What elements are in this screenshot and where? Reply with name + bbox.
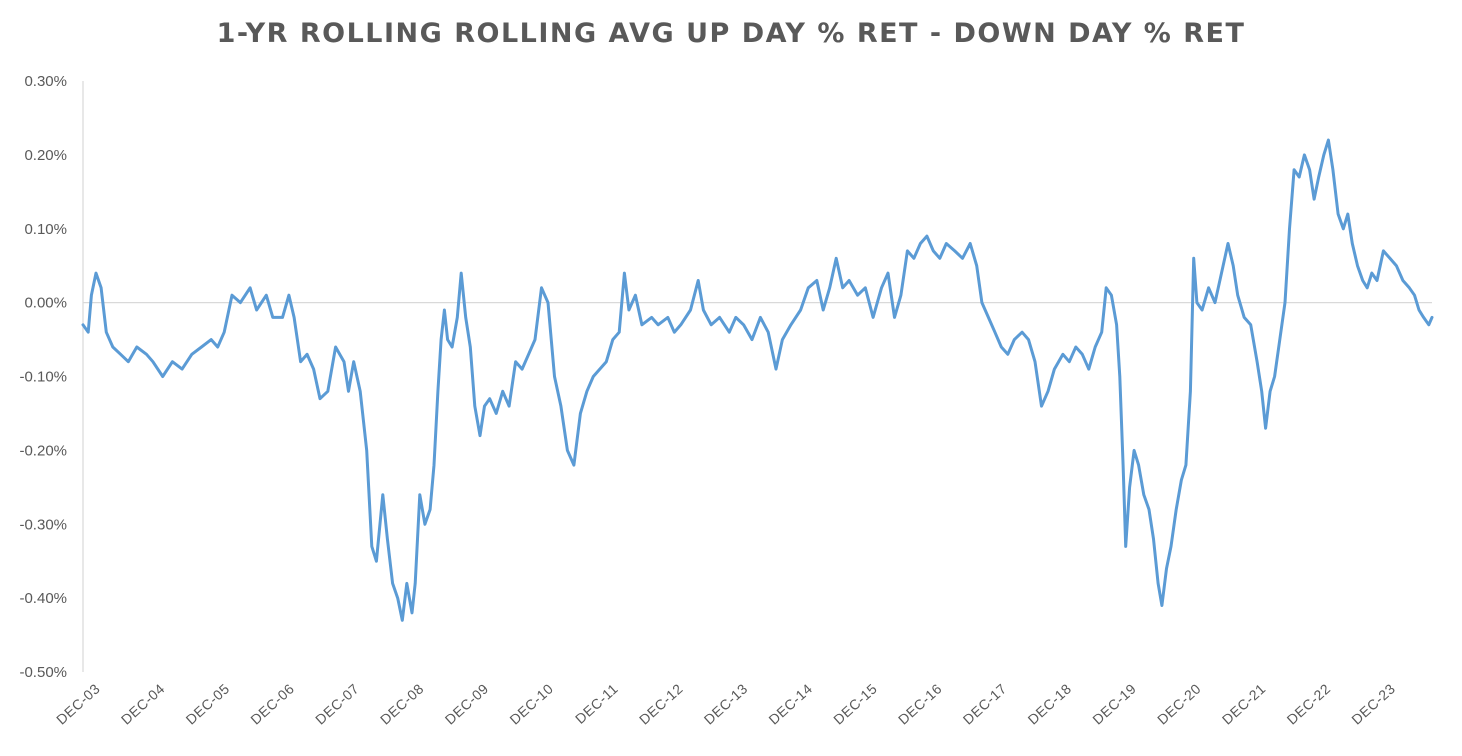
x-tick-label: DEC-20	[1154, 680, 1204, 727]
y-tick-label: -0.20%	[19, 442, 67, 459]
x-tick-label: DEC-14	[765, 680, 815, 727]
x-tick-label: DEC-21	[1219, 680, 1269, 727]
x-tick-label: DEC-05	[183, 680, 233, 727]
x-tick-label: DEC-17	[960, 680, 1010, 727]
y-tick-label: -0.10%	[19, 369, 67, 386]
y-tick-label: 0.00%	[24, 295, 67, 312]
y-tick-label: -0.30%	[19, 516, 67, 533]
x-tick-label: DEC-06	[247, 680, 297, 727]
x-tick-label: DEC-09	[442, 680, 492, 727]
y-axis: 0.30% 0.20% 0.10% 0.00% -0.10% -0.20% -0.30% -0…	[19, 73, 1432, 681]
series-line-0	[81, 138, 1434, 622]
x-tick-label: DEC-23	[1348, 680, 1398, 727]
y-tick-label: 0.30%	[24, 73, 67, 90]
y-tick-label: -0.40%	[19, 590, 67, 607]
series-group	[81, 138, 1434, 622]
x-tick-label: DEC-18	[1025, 680, 1075, 727]
chart-title: 1-YR ROLLING ROLLING AVG UP DAY % RET - …	[216, 18, 1246, 49]
x-tick-label: DEC-03	[53, 680, 103, 727]
x-tick-label: DEC-22	[1284, 680, 1334, 727]
y-tick-label: 0.10%	[24, 221, 67, 238]
x-tick-label: DEC-07	[312, 680, 362, 727]
x-tick-label: DEC-12	[636, 680, 686, 727]
y-tick-label: 0.20%	[24, 147, 67, 164]
x-tick-label: DEC-19	[1089, 680, 1139, 727]
x-tick-label: DEC-10	[506, 680, 556, 727]
y-tick-label: -0.50%	[19, 664, 67, 681]
x-tick-label: DEC-11	[572, 680, 621, 727]
x-tick-label: DEC-08	[377, 680, 427, 727]
x-tick-label: DEC-04	[118, 680, 168, 727]
x-tick-label: DEC-15	[830, 680, 880, 727]
x-tick-label: DEC-13	[701, 680, 751, 727]
x-tick-label: DEC-16	[895, 680, 945, 727]
x-axis: DEC-03 DEC-04 DEC-05 DEC-06 DEC-07 DEC-08 DEC-…	[53, 680, 1398, 727]
